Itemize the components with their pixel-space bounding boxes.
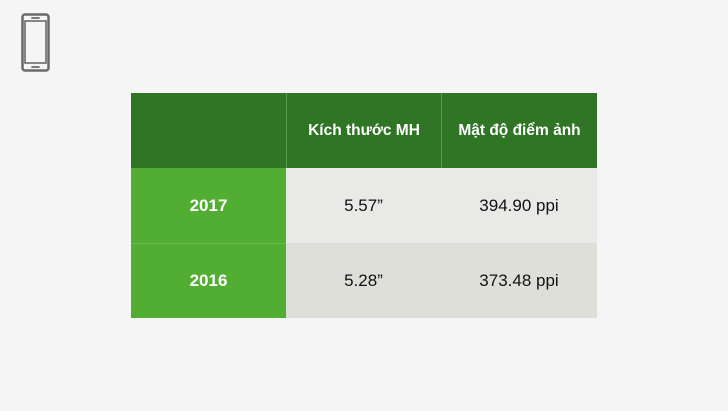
row-2017-screen-size: 5.57” xyxy=(286,168,441,243)
row-year-2017: 2017 xyxy=(131,168,286,243)
header-corner xyxy=(131,93,286,168)
row-year-2016: 2016 xyxy=(131,243,286,318)
header-screen-size: Kích thước MH xyxy=(286,93,441,168)
row-2016-screen-size: 5.28” xyxy=(286,243,441,318)
header-pixel-density: Mật độ điểm ảnh xyxy=(441,93,597,168)
row-2016-pixel-density: 373.48 ppi xyxy=(441,243,597,318)
smartphone-icon xyxy=(21,13,50,72)
row-2017-pixel-density: 394.90 ppi xyxy=(441,168,597,243)
spec-table: Kích thước MH Mật độ điểm ảnh 2017 5.57”… xyxy=(131,93,597,318)
